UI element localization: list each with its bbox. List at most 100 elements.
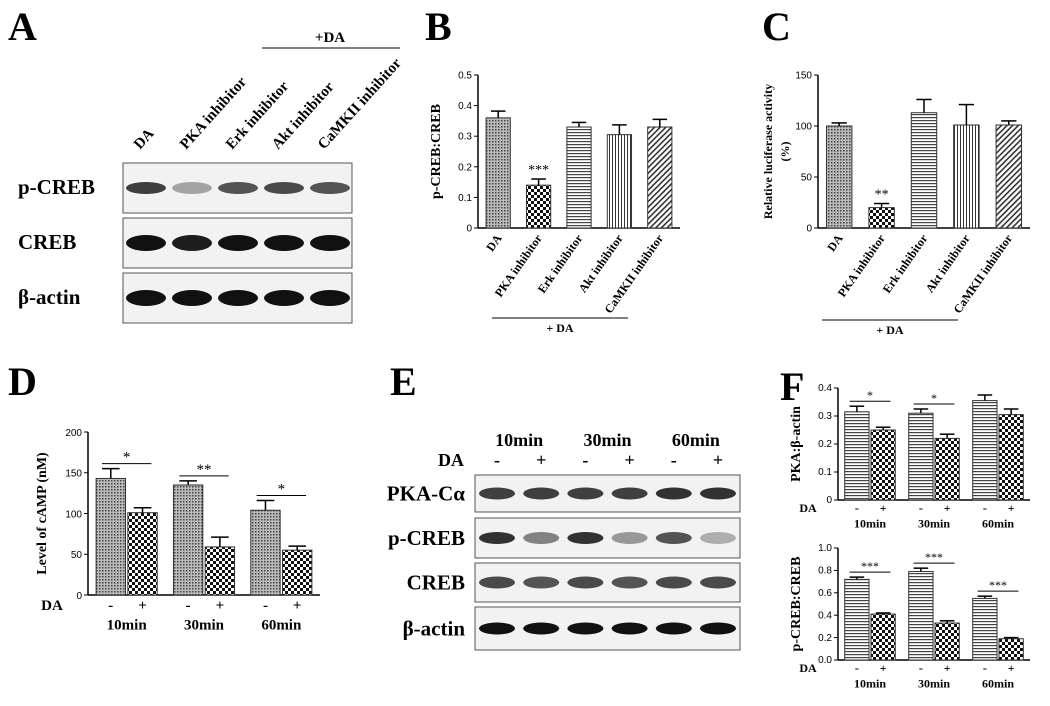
y-tick-label: 0.4	[458, 101, 472, 112]
time-label: 60min	[672, 430, 720, 450]
bar	[250, 509, 281, 596]
bar	[172, 484, 204, 596]
y-axis-label: p-CREB:CREB	[429, 104, 444, 199]
significance: *	[123, 450, 131, 466]
band	[218, 182, 258, 194]
group-label: + DA	[876, 323, 904, 337]
blot-box	[474, 562, 741, 603]
condition-label: -	[919, 661, 923, 675]
y-tick-label: 150	[65, 469, 82, 480]
x-tick-label: DA	[483, 231, 505, 254]
condition-label: +	[1008, 501, 1015, 515]
time-label: 30min	[583, 430, 631, 450]
significance: **	[197, 462, 212, 478]
y-tick-label: 150	[795, 71, 812, 82]
condition-label: -	[186, 598, 191, 614]
row-label: PKA-Cα	[387, 482, 465, 506]
bar	[870, 613, 896, 661]
condition-label: -	[108, 598, 113, 614]
band	[264, 235, 304, 251]
band	[126, 290, 166, 306]
y-tick-label: 0.5	[458, 71, 472, 82]
row-label: CREB	[407, 571, 465, 595]
y-tick-label: 0.6	[818, 588, 832, 599]
y-tick-label: 0.8	[818, 566, 832, 577]
y-axis-label: p-CREB:CREB	[789, 557, 804, 652]
band	[611, 622, 648, 635]
group-label: + DA	[546, 321, 574, 335]
band	[310, 182, 350, 194]
bar	[972, 400, 998, 501]
bar	[972, 597, 998, 661]
row-label: p-CREB	[18, 175, 95, 199]
bar	[998, 414, 1024, 501]
blot-box	[474, 474, 741, 513]
band	[611, 487, 648, 500]
bar	[525, 184, 552, 229]
bar	[647, 126, 673, 229]
significance: ***	[989, 578, 1007, 592]
band	[655, 487, 692, 500]
bar	[908, 412, 934, 501]
band	[264, 290, 304, 306]
band	[567, 622, 604, 635]
row-label: CREB	[18, 230, 76, 254]
condition-label: -	[494, 450, 500, 470]
bar	[566, 126, 592, 229]
condition-label: +	[880, 501, 887, 515]
y-axis-label: PKA:β-actin	[789, 406, 804, 482]
condition-label: -	[263, 598, 268, 614]
bar	[908, 571, 934, 661]
band	[310, 290, 350, 306]
y-tick-label: 100	[795, 122, 812, 133]
band	[310, 235, 350, 251]
band	[172, 235, 212, 251]
condition-label: +	[880, 661, 887, 675]
band	[611, 532, 648, 544]
y-tick-label: 0	[806, 224, 812, 235]
band	[479, 487, 515, 500]
panel-letter: E	[390, 359, 417, 404]
y-tick-label: 0	[76, 591, 82, 602]
x-tick-label: 60min	[261, 618, 302, 634]
significance: ***	[528, 163, 549, 178]
significance: *	[278, 481, 286, 497]
y-tick-label: 200	[65, 428, 82, 439]
y-tick-label: 0.1	[818, 467, 832, 478]
band	[523, 576, 560, 589]
y-axis-label: Level of cAMP (nM)	[35, 452, 50, 575]
x-tick-label: 30min	[918, 677, 950, 691]
band	[126, 182, 166, 194]
band	[264, 182, 304, 194]
bar	[282, 549, 313, 596]
y-tick-label: 50	[801, 173, 813, 184]
lane-label: CaMKII inhibitor	[315, 55, 405, 152]
x-row-label: DA	[799, 501, 817, 515]
y-tick-label: 50	[71, 550, 83, 561]
x-tick-label: 60min	[982, 677, 1014, 691]
time-label: 10min	[495, 430, 543, 450]
row-label: β-actin	[403, 617, 466, 641]
bar	[127, 512, 158, 596]
band	[700, 576, 736, 589]
treatment-label: DA	[438, 450, 464, 470]
panel-letter: D	[8, 359, 37, 404]
condition-label: -	[671, 450, 677, 470]
condition-label: +	[1008, 661, 1015, 675]
band	[479, 576, 515, 589]
x-tick-label: 60min	[982, 517, 1014, 531]
condition-label: -	[582, 450, 588, 470]
significance: *	[931, 391, 937, 405]
bar	[95, 477, 126, 596]
y-tick-label: 0.3	[818, 411, 832, 422]
lane-label: DA	[131, 126, 157, 153]
band	[611, 576, 648, 589]
condition-label: -	[983, 661, 987, 675]
y-tick-label: 0.3	[458, 132, 472, 143]
condition-label: -	[983, 501, 987, 515]
bar	[998, 638, 1024, 661]
band	[655, 622, 692, 635]
y-tick-label: 0	[466, 224, 472, 235]
band	[700, 532, 736, 544]
x-tick-label: 10min	[854, 677, 886, 691]
